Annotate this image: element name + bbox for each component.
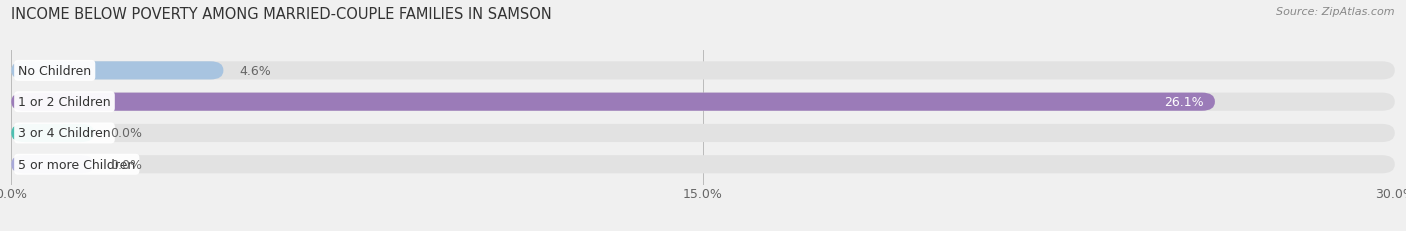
Text: INCOME BELOW POVERTY AMONG MARRIED-COUPLE FAMILIES IN SAMSON: INCOME BELOW POVERTY AMONG MARRIED-COUPL… (11, 7, 553, 22)
Text: 0.0%: 0.0% (111, 158, 142, 171)
FancyBboxPatch shape (11, 155, 94, 173)
Text: 0.0%: 0.0% (111, 127, 142, 140)
FancyBboxPatch shape (11, 62, 224, 80)
Text: 4.6%: 4.6% (239, 65, 271, 78)
Text: Source: ZipAtlas.com: Source: ZipAtlas.com (1277, 7, 1395, 17)
FancyBboxPatch shape (11, 124, 94, 143)
Text: 3 or 4 Children: 3 or 4 Children (18, 127, 111, 140)
Text: No Children: No Children (18, 65, 91, 78)
Text: 1 or 2 Children: 1 or 2 Children (18, 96, 111, 109)
FancyBboxPatch shape (11, 62, 1395, 80)
FancyBboxPatch shape (11, 124, 1395, 143)
FancyBboxPatch shape (11, 93, 1395, 111)
Text: 5 or more Children: 5 or more Children (18, 158, 135, 171)
Text: 26.1%: 26.1% (1164, 96, 1204, 109)
FancyBboxPatch shape (11, 93, 1215, 111)
FancyBboxPatch shape (11, 155, 1395, 173)
